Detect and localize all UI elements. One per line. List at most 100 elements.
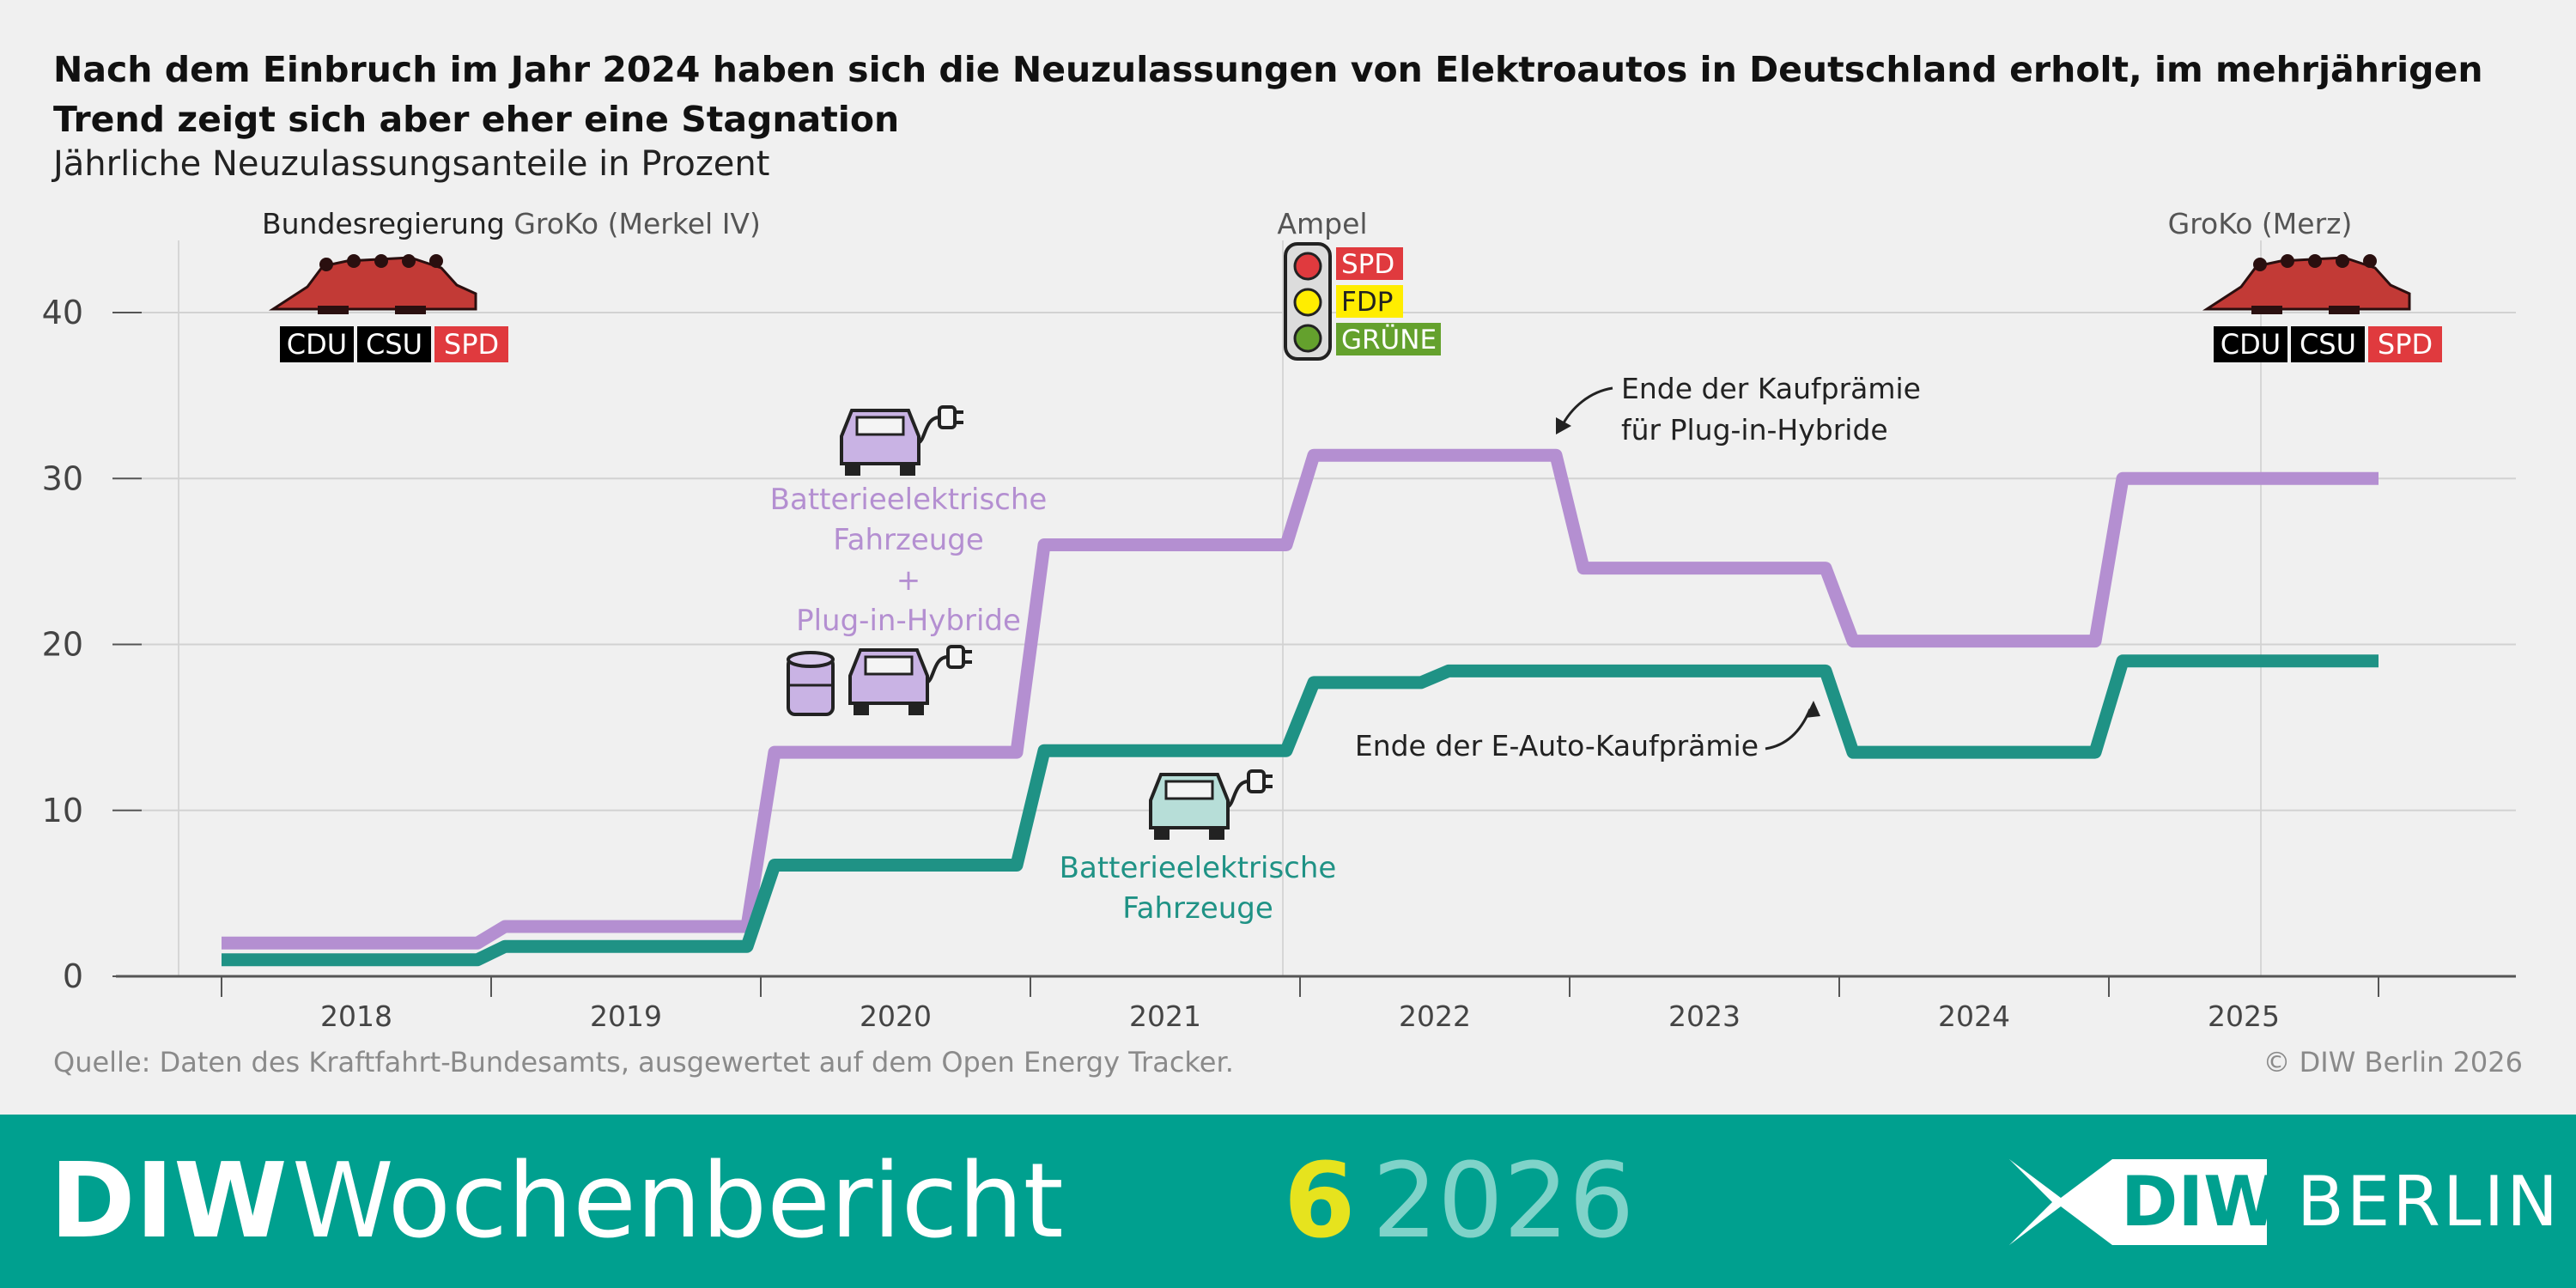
y-tick-label: 30 bbox=[42, 459, 83, 497]
x-tick-label: 2020 bbox=[860, 999, 932, 1033]
party-badge bbox=[1336, 285, 1403, 318]
traffic-light-lamp bbox=[1293, 324, 1322, 353]
plug-icon bbox=[925, 645, 972, 684]
x-tick-label: 2019 bbox=[590, 999, 662, 1033]
plug-head bbox=[938, 405, 957, 429]
step-line-chart: 0 10 20 30 40 2018 2019 2020 2021 2022 2023 2024 202… bbox=[42, 207, 2516, 1033]
car-window bbox=[1164, 780, 1214, 800]
traffic-light-lamp bbox=[1293, 288, 1322, 317]
x-tick-label: 2018 bbox=[320, 999, 392, 1033]
plug-head bbox=[946, 645, 965, 669]
fuel-barrel-icon bbox=[787, 651, 835, 716]
crocodile-foot bbox=[395, 306, 426, 314]
party-badges-merkel-iv: CDU CSU SPD bbox=[280, 326, 508, 362]
crocodile-foot bbox=[318, 306, 349, 314]
crocodile-scale bbox=[2363, 254, 2377, 268]
government-header: GroKo (Merz) bbox=[2168, 207, 2353, 240]
x-tick-label: 2023 bbox=[1668, 999, 1741, 1033]
car-wheel bbox=[1154, 828, 1170, 840]
crocodile-scale bbox=[2336, 254, 2349, 268]
annotation-arrow bbox=[1559, 386, 1613, 428]
crocodile-scale bbox=[2253, 258, 2267, 271]
series-label-phev-bev: Batterieelektrische Fahrzeuge + Plug-in-Hyb… bbox=[770, 483, 1048, 638]
annotation-bev-subsidy-end: Ende der E-Auto-Kaufprämie bbox=[1355, 701, 1820, 762]
party-label: CSU bbox=[366, 328, 422, 361]
traffic-light-lamp bbox=[1293, 252, 1322, 281]
party-badge bbox=[2214, 326, 2287, 362]
chart-title: Nach dem Einbruch im Jahr 2024 haben sic… bbox=[53, 49, 2483, 140]
annotation-text: Ende der Kaufprämie bbox=[1621, 372, 1921, 405]
party-label: SPD bbox=[1341, 249, 1394, 280]
government-ampel: Ampel SPD FDP GRÜNE bbox=[1277, 207, 1441, 355]
series-label-line: Fahrzeuge bbox=[833, 523, 984, 557]
y-tick-label: 40 bbox=[42, 294, 83, 331]
source-note: Quelle: Daten des Kraftfahrt-Bundesamts,… bbox=[53, 1046, 1234, 1078]
crocodile-foot bbox=[2251, 306, 2282, 314]
party-label: CDU bbox=[287, 328, 347, 361]
electric-car-icon bbox=[848, 648, 929, 715]
party-badge bbox=[1336, 323, 1441, 355]
government-header-name: GroKo (Merkel IV) bbox=[513, 207, 761, 240]
logo-box: DIW bbox=[2009, 1159, 2279, 1245]
party-badges-merz: CDU CSU SPD bbox=[2214, 326, 2442, 362]
annotation-phev-subsidy-end: Ende der Kaufprämie für Plug-in-Hybride bbox=[1556, 372, 1921, 447]
party-label: SPD bbox=[444, 328, 499, 361]
government-header-bold: Bundesregierung bbox=[262, 207, 513, 240]
annotation-arrowhead bbox=[1556, 417, 1571, 434]
party-label: FDP bbox=[1341, 287, 1393, 318]
y-tick-label: 10 bbox=[42, 792, 83, 829]
crocodile-scale bbox=[347, 254, 361, 268]
party-label: CDU bbox=[2221, 328, 2281, 361]
annotation-text: Ende der E-Auto-Kaufprämie bbox=[1355, 729, 1759, 762]
party-label: CSU bbox=[2300, 328, 2356, 361]
x-tick-label: 2022 bbox=[1399, 999, 1471, 1033]
government-merkel-iv: Bundesregierung GroKo (Merkel IV) bbox=[262, 207, 761, 240]
barrel-lid bbox=[787, 651, 835, 668]
plug-cable bbox=[925, 655, 949, 684]
plug-head bbox=[1247, 769, 1266, 793]
plug-icon bbox=[916, 405, 963, 445]
party-badge bbox=[280, 326, 354, 362]
y-tick-label: 20 bbox=[42, 626, 83, 664]
copyright-note: © DIW Berlin 2026 bbox=[2263, 1046, 2523, 1078]
brand-wochenbericht: Wochenbericht bbox=[292, 1142, 1064, 1261]
government-header: Ampel bbox=[1277, 207, 1367, 240]
brand-diw: DIW bbox=[50, 1142, 288, 1261]
car-wheel bbox=[908, 703, 924, 715]
plug-cable bbox=[1225, 780, 1249, 809]
crocodile-scale bbox=[2281, 254, 2294, 268]
series-label-line: Fahrzeuge bbox=[1122, 891, 1273, 926]
chart-subtitle: Jährliche Neuzulassungsanteile in Prozen… bbox=[53, 144, 770, 184]
plug-cable bbox=[916, 416, 940, 445]
issue-year: 2026 bbox=[1372, 1142, 1635, 1261]
car-wheel bbox=[1209, 828, 1224, 840]
crocodile-icon bbox=[268, 254, 477, 314]
party-badge bbox=[2368, 326, 2442, 362]
party-badge bbox=[2291, 326, 2365, 362]
series-label-line: Batterieelektrische bbox=[770, 483, 1048, 517]
car-wheel bbox=[845, 464, 860, 476]
electric-car-icon bbox=[840, 409, 920, 476]
annotation-text: für Plug-in-Hybride bbox=[1621, 413, 1888, 447]
y-tick-label: 0 bbox=[63, 957, 83, 995]
crocodile-scale bbox=[402, 254, 416, 268]
x-tick-label: 2021 bbox=[1129, 999, 1201, 1033]
party-badge bbox=[1336, 247, 1403, 280]
crocodile-scale bbox=[429, 254, 443, 268]
crocodile-foot bbox=[2329, 306, 2360, 314]
car-wheel bbox=[854, 703, 869, 715]
car-window bbox=[864, 655, 914, 676]
car-window bbox=[855, 416, 905, 436]
annotation-arrowhead bbox=[1805, 701, 1820, 718]
government-merz: GroKo (Merz) bbox=[2168, 207, 2353, 240]
series-line-phev-bev bbox=[222, 448, 2379, 950]
crocodile-icon bbox=[2202, 254, 2411, 314]
crocodile-scale bbox=[374, 254, 388, 268]
traffic-light-icon bbox=[1284, 242, 1332, 361]
x-tick-label: 2025 bbox=[2208, 999, 2280, 1033]
series-label-line: + bbox=[896, 563, 921, 598]
crocodile-body bbox=[2202, 256, 2411, 311]
crocodile-scale bbox=[319, 258, 333, 271]
publication-footer: DIW Wochenbericht 6 2026 DIW BERLIN bbox=[0, 1115, 2576, 1288]
logo-mark-icon bbox=[2009, 1159, 2112, 1245]
